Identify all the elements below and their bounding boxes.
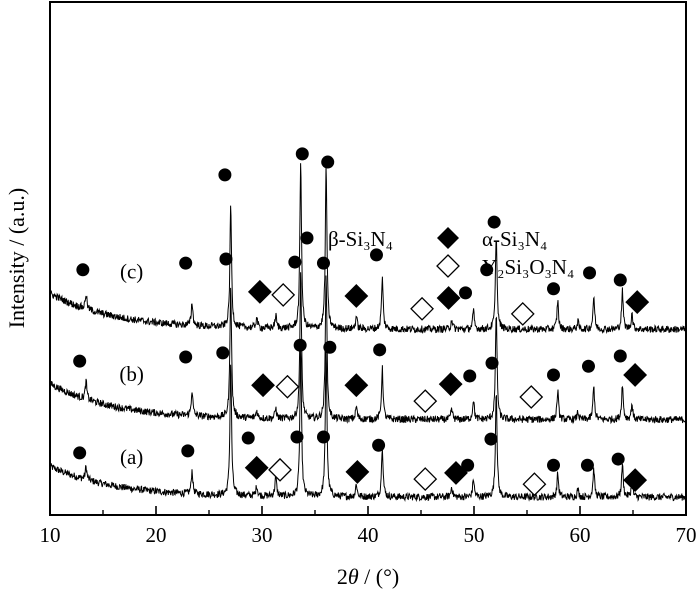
y-axis-title: Intensity / (a.u.) xyxy=(4,188,29,329)
beta-si3n4-marker-icon xyxy=(295,147,309,161)
phase-markers xyxy=(73,147,650,497)
beta-si3n4-marker-icon xyxy=(547,458,560,472)
x-tick-label: 60 xyxy=(570,523,591,547)
alpha-si3n4-marker-icon xyxy=(344,373,369,398)
y2si3o3n4-marker-icon xyxy=(522,472,547,497)
beta-si3n4-marker-icon xyxy=(461,458,475,472)
legend-y2si3o3n4-diamond-icon xyxy=(436,254,460,278)
y2si3o3n4-marker-icon xyxy=(268,457,292,482)
beta-si3n4-marker-icon xyxy=(580,458,594,472)
alpha-si3n4-marker-icon xyxy=(623,468,648,493)
y2si3o3n4-marker-icon xyxy=(410,296,434,321)
beta-si3n4-marker-icon xyxy=(316,430,330,444)
series-curves xyxy=(49,163,687,503)
alpha-si3n4-marker-icon xyxy=(436,286,461,310)
alpha-si3n4-marker-icon xyxy=(623,363,648,387)
beta-si3n4-marker-icon xyxy=(218,168,232,182)
beta-si3n4-marker-icon xyxy=(181,444,195,458)
beta-si3n4-marker-icon xyxy=(241,431,255,445)
alpha-si3n4-marker-icon xyxy=(344,284,369,308)
beta-si3n4-marker-icon xyxy=(485,356,499,370)
beta-si3n4-marker-icon xyxy=(583,266,597,280)
beta-si3n4-marker-icon xyxy=(372,438,386,452)
series-labels: (a) (b) (c) xyxy=(119,259,144,469)
x-axis-title: 2θ / (°) xyxy=(337,564,399,589)
beta-si3n4-marker-icon xyxy=(73,354,87,368)
alpha-si3n4-marker-icon xyxy=(625,290,650,315)
beta-si3n4-marker-icon xyxy=(316,256,330,270)
y2si3o3n4-marker-icon xyxy=(413,389,438,414)
beta-si3n4-marker-icon xyxy=(288,255,302,269)
alpha-si3n4-marker-icon xyxy=(244,455,269,480)
legend: β-Si₃N₄ α-Si₃N₄ Y₂Si₃O₃N₄ xyxy=(300,227,574,279)
y2si3o3n4-marker-icon xyxy=(413,467,438,492)
x-axis-ticks: 10 20 30 40 50 60 70 xyxy=(40,506,697,547)
plot-frame xyxy=(49,1,687,516)
y2si3o3n4-marker-icon xyxy=(271,283,296,307)
x-tick-label: 40 xyxy=(358,523,379,547)
series-label-c: (c) xyxy=(120,259,143,283)
legend-y2si3o3n4-label: Y₂Si₃O₃N₄ xyxy=(482,255,574,279)
beta-si3n4-marker-icon xyxy=(581,359,595,373)
beta-si3n4-marker-icon xyxy=(463,369,477,383)
series-label-b: (b) xyxy=(119,362,144,386)
xrd-pattern-a xyxy=(49,349,687,503)
beta-si3n4-marker-icon xyxy=(613,273,627,287)
x-tick-label: 70 xyxy=(676,523,697,547)
beta-si3n4-marker-icon xyxy=(321,155,335,169)
beta-si3n4-marker-icon xyxy=(547,282,560,296)
beta-si3n4-marker-icon xyxy=(480,263,494,277)
beta-si3n4-marker-icon xyxy=(76,263,90,277)
legend-beta-circle-icon xyxy=(300,231,314,245)
xrd-pattern-b xyxy=(49,272,687,425)
beta-si3n4-marker-icon xyxy=(613,349,627,363)
beta-si3n4-marker-icon xyxy=(323,340,337,354)
xrd-pattern-c xyxy=(49,163,687,334)
y2si3o3n4-marker-icon xyxy=(275,374,300,399)
y2si3o3n4-marker-icon xyxy=(519,385,544,409)
beta-si3n4-marker-icon xyxy=(73,446,87,460)
beta-si3n4-marker-icon xyxy=(179,350,193,364)
beta-si3n4-marker-icon xyxy=(219,252,233,266)
beta-si3n4-marker-icon xyxy=(547,368,560,382)
beta-si3n4-marker-icon xyxy=(293,338,307,352)
beta-si3n4-marker-icon xyxy=(216,346,230,360)
legend-alpha-label: α-Si₃N₄ xyxy=(482,227,547,251)
x-tick-label: 30 xyxy=(252,523,273,547)
beta-si3n4-marker-icon xyxy=(611,452,625,466)
x-tick-label: 20 xyxy=(146,523,167,547)
y2si3o3n4-marker-icon xyxy=(510,301,535,326)
alpha-si3n4-marker-icon xyxy=(345,459,370,484)
x-tick-label: 50 xyxy=(464,523,485,547)
beta-si3n4-marker-icon xyxy=(290,430,304,444)
alpha-si3n4-marker-icon xyxy=(251,373,275,398)
legend-alpha-diamond-icon xyxy=(437,227,459,249)
beta-si3n4-marker-icon xyxy=(487,215,501,229)
beta-si3n4-marker-icon xyxy=(459,286,473,300)
beta-si3n4-marker-icon xyxy=(179,256,193,270)
alpha-si3n4-marker-icon xyxy=(444,461,468,485)
series-label-a: (a) xyxy=(120,445,143,469)
legend-beta-label: β-Si₃N₄ xyxy=(328,227,393,251)
beta-si3n4-marker-icon xyxy=(373,343,387,357)
alpha-si3n4-marker-icon xyxy=(438,372,463,397)
x-tick-label: 10 xyxy=(40,523,61,547)
beta-si3n4-marker-icon xyxy=(369,248,383,262)
beta-si3n4-marker-icon xyxy=(484,432,498,446)
alpha-si3n4-marker-icon xyxy=(247,279,272,304)
